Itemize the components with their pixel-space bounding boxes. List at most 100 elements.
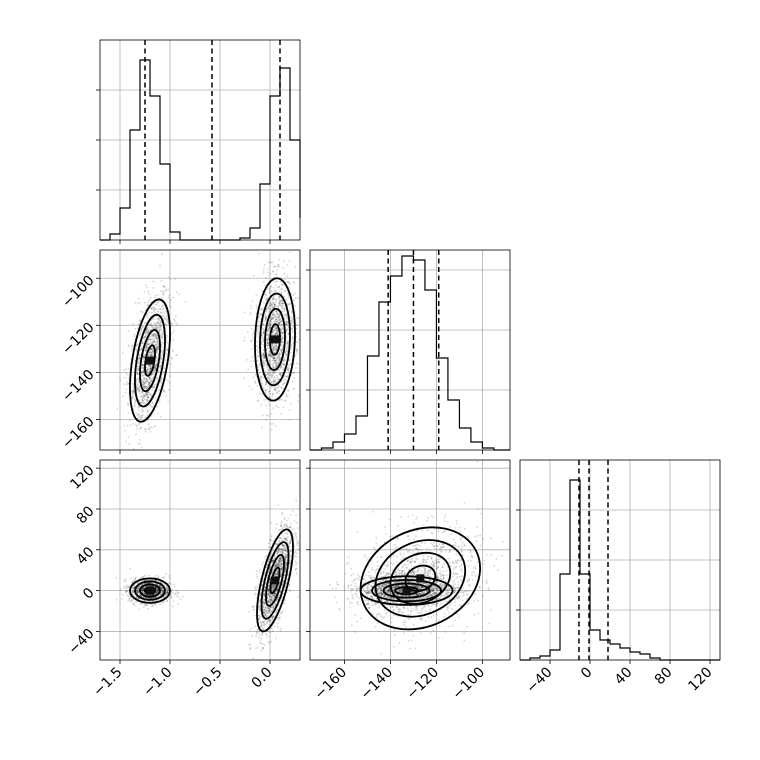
scatter-p0-p1-point: [157, 310, 159, 313]
scatter-p0-p1-point: [271, 318, 273, 320]
scatter-p0-p1-point: [166, 348, 168, 350]
scatter-p0-p1-point: [302, 303, 304, 305]
scatter-p0-p1-point: [275, 363, 278, 365]
scatter-p0-p1-point: [138, 439, 141, 441]
scatter-p0-p2-point: [136, 587, 139, 590]
scatter-p0-p1-point: [272, 270, 274, 272]
scatter-p0-p1-point: [147, 384, 150, 386]
scatter-p0-p1-point: [271, 322, 273, 325]
scatter-p0-p1-point: [291, 322, 293, 325]
scatter-p0-p1-point: [287, 296, 290, 299]
scatter-p0-p1-point: [145, 393, 148, 396]
scatter-p0-p2-point: [251, 627, 254, 629]
scatter-p0-p1-point: [133, 335, 136, 337]
scatter-p0-p1-point: [165, 310, 167, 313]
scatter-p0-p1-point: [123, 369, 126, 372]
scatter-p0-p1-point: [155, 399, 157, 401]
scatter-p0-p2-point: [258, 602, 261, 604]
scatter-p0-p1-point: [145, 284, 147, 286]
scatter-p0-p1-point: [290, 345, 293, 348]
scatter-p0-p2-point: [144, 604, 146, 607]
scatter-p0-p1-point: [143, 386, 145, 389]
scatter-p0-p1-point: [281, 339, 283, 341]
scatter-p0-p1-point: [143, 384, 146, 386]
scatter-p0-p2-point: [144, 599, 147, 602]
scatter-p0-p1-point: [265, 363, 268, 366]
scatter-p0-p1-point: [300, 337, 302, 339]
scatter-p0-p1-point: [265, 344, 268, 347]
scatter-p0-p1-point: [284, 399, 287, 402]
scatter-p0-p1-point: [278, 369, 281, 371]
scatter-p0-p1-point: [280, 331, 283, 334]
scatter-p0-p2-point: [144, 582, 147, 585]
scatter-p0-p1-point: [289, 363, 292, 366]
scatter-p0-p1-point: [143, 336, 146, 339]
scatter-p0-p1-point: [146, 387, 149, 389]
scatter-p0-p1-point: [270, 317, 273, 320]
scatter-p0-p2-point: [155, 591, 158, 593]
scatter-p0-p1-point: [134, 348, 137, 351]
scatter-p0-p1-point: [159, 320, 162, 322]
scatter-p0-p1-point: [297, 317, 300, 320]
scatter-p0-p1-point: [175, 321, 178, 324]
scatter-p0-p1-point: [278, 314, 281, 317]
scatter-p0-p1-point: [267, 376, 270, 379]
scatter-p0-p2-point: [130, 599, 133, 602]
scatter-p0-p1-point: [147, 404, 150, 407]
scatter-p0-p1-point: [275, 313, 278, 316]
scatter-p0-p1-point: [287, 340, 290, 343]
scatter-p0-p2-point: [277, 617, 279, 619]
scatter-p0-p1-point: [154, 396, 157, 399]
scatter-p0-p1-point: [138, 323, 141, 325]
scatter-p0-p1-point: [280, 291, 282, 294]
scatter-p0-p1-point: [153, 369, 156, 371]
scatter-p0-p1-point: [154, 334, 156, 336]
scatter-p0-p1-point: [273, 329, 275, 332]
scatter-p0-p1-point: [159, 361, 162, 364]
scatter-p0-p2-point: [145, 603, 148, 606]
scatter-p0-p2-point: [256, 570, 258, 572]
scatter-p0-p1-point: [267, 330, 269, 332]
scatter-p0-p1-point: [261, 376, 263, 378]
scatter-p0-p1-point: [268, 353, 270, 356]
scatter-p0-p1-point: [147, 326, 149, 329]
scatter-p0-p1-point: [277, 399, 280, 402]
scatter-p0-p1-point: [146, 385, 149, 388]
scatter-p0-p1-point: [271, 261, 274, 263]
scatter-p0-p1-point: [255, 306, 258, 309]
scatter-p0-p1-point: [277, 369, 280, 371]
scatter-p0-p1-point: [139, 417, 142, 420]
scatter-p0-p1-point: [155, 335, 158, 337]
scatter-p0-p2-point: [135, 596, 138, 598]
scatter-p0-p1-point: [271, 355, 274, 358]
scatter-p0-p1-point: [138, 357, 141, 359]
scatter-p0-p1-point: [268, 354, 271, 357]
scatter-p0-p1-point: [150, 324, 153, 326]
scatter-p0-p1-point: [265, 344, 268, 347]
scatter-p0-p2-point: [154, 586, 157, 588]
scatter-p0-p2-point: [182, 595, 184, 598]
scatter-p0-p1-point: [285, 347, 288, 350]
scatter-p0-p1-point: [134, 401, 136, 403]
scatter-p0-p1-point: [142, 369, 145, 372]
scatter-p0-p2-point: [150, 597, 153, 600]
scatter-p0-p2-point: [165, 593, 168, 596]
scatter-p0-p1-point: [266, 344, 269, 347]
scatter-p0-p1-point: [262, 353, 265, 356]
scatter-p0-p1-point: [145, 378, 147, 381]
scatter-p0-p1-point: [160, 344, 163, 347]
scatter-p0-p2-point: [295, 499, 298, 502]
scatter-p0-p1-point: [142, 371, 145, 373]
scatter-p0-p1-point: [140, 327, 143, 330]
scatter-p0-p1-point: [291, 331, 294, 334]
scatter-p0-p1-point: [271, 317, 273, 319]
scatter-p0-p1-point: [275, 349, 278, 351]
scatter-p0-p1-point: [151, 386, 154, 389]
scatter-p0-p2-point: [132, 589, 135, 592]
scatter-p0-p1-point: [127, 412, 130, 414]
scatter-p0-p1-point: [280, 413, 283, 415]
scatter-p0-p1-point: [294, 305, 297, 307]
scatter-p0-p1-point: [272, 298, 274, 301]
scatter-p0-p1-point: [141, 401, 144, 403]
scatter-p0-p1-point: [171, 357, 173, 360]
